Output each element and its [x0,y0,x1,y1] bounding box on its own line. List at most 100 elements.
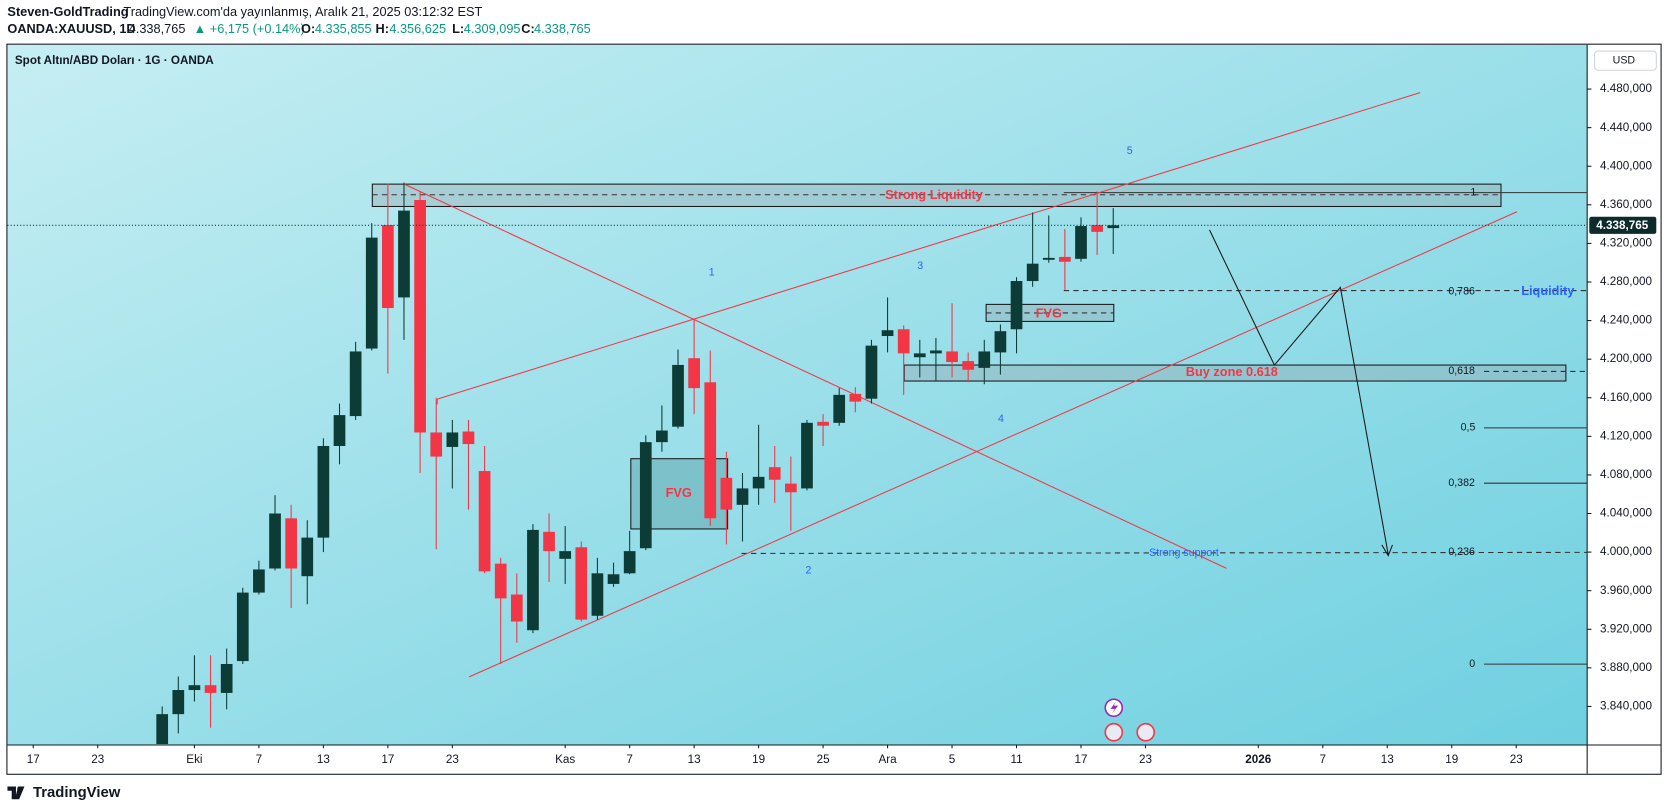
candle-body [639,442,652,549]
y-tick-label: 4.400,000 [1600,159,1652,172]
y-tick-label: 4.320,000 [1600,237,1652,250]
candle-body [946,351,958,363]
candle-body [527,529,539,631]
candle-body [220,663,233,693]
x-tick-label: 17 [381,753,394,766]
annotation: Strong support [1149,547,1219,559]
ohlc-label: H: [376,21,389,36]
candle-body [575,547,588,620]
candle-body [317,445,330,538]
candle-body [382,225,394,309]
ohlc-label: O: [301,21,315,36]
chart-title: Spot Altın/ABD Doları · 1G · OANDA [15,54,214,67]
candle-body [559,551,572,559]
fib-label: 0,786 [1448,285,1475,297]
candle-body [978,351,991,368]
y-tick-label: 4.080,000 [1600,468,1652,481]
annotation: FVG [1036,305,1062,320]
x-tick-label: 5 [949,753,956,766]
candle-body [236,592,249,662]
candle-body [623,551,636,574]
candle-body [446,432,459,447]
wave-label: 2 [806,564,812,576]
candle-body [253,569,265,593]
frame [6,43,1662,775]
price-axis [1587,44,1661,746]
annotation: Liquidity [1521,283,1575,298]
candle-body [672,364,684,427]
support-line [741,551,1588,554]
candle-body [414,200,426,433]
annotation: Buy zone 0.618 [1186,364,1278,379]
candle-body [768,467,781,480]
x-tick-label: Kas [555,753,575,766]
time-axis [7,745,1661,774]
candle-body [1091,225,1103,232]
change: ▲ +6,175 (+0.14%) [194,21,305,36]
ohlc-value: 4.335,855 [315,21,372,36]
x-tick-label: 23 [1139,753,1152,766]
x-tick-label: 17 [27,753,40,766]
projection-path [1209,229,1389,555]
currency: USD [1613,54,1636,66]
wave-label: 4 [998,413,1004,425]
symbol: OANDA:XAUUSD, 1D [7,21,135,36]
candle-body [801,422,813,489]
wave-label: 5 [1127,145,1133,157]
x-tick-label: 23 [91,753,104,766]
fib-label: 0,5 [1461,422,1476,434]
ohlc-label: C: [521,21,534,36]
currency-button[interactable] [1594,50,1657,71]
x-tick-label: 23 [446,753,459,766]
fib-label: 0,618 [1448,365,1475,377]
event-icon[interactable] [1104,722,1124,742]
candle-body [1042,257,1055,260]
fib-label: 1 [1470,186,1476,198]
candle-body [543,531,555,552]
event-icon[interactable] [1136,722,1155,742]
x-tick-label: 7 [1320,753,1327,766]
y-tick-label: 4.200,000 [1600,352,1652,365]
candle-body [736,488,749,505]
y-tick-label: 4.160,000 [1600,391,1652,404]
candle-body [269,513,281,569]
last: 4.338,765 [129,21,186,36]
trend-line [437,92,1421,400]
fib-label: 0,236 [1448,546,1475,558]
candle-body [301,537,314,577]
candle-body [1026,263,1039,282]
x-tick-label: Ara [878,753,897,766]
ohlc-label: L: [452,21,464,36]
candle-body [930,350,942,354]
x-tick-label: 25 [817,753,830,766]
trend-line [468,211,1518,678]
candle-body [349,351,362,417]
y-tick-label: 4.120,000 [1600,429,1652,442]
candle-body [462,431,475,445]
candle-body [510,594,523,622]
candle-body [656,430,668,443]
candle-body [994,331,1007,353]
ohlc-value: 4.338,765 [534,21,591,36]
candle-body [591,573,604,616]
last-price-tag [1589,216,1657,234]
x-tick-label: 11 [1010,753,1022,766]
y-tick-label: 4.360,000 [1600,198,1652,211]
candle-body [704,382,717,519]
last-price-label: 4.338,765 [1596,219,1648,232]
x-tick-label: 13 [1381,753,1394,766]
candle-body [204,685,217,693]
brand: TradingView [33,785,121,801]
candle-body [785,483,797,493]
y-tick-label: 3.840,000 [1600,700,1652,713]
x-tick-label: 2026 [1245,753,1271,766]
trend-line [404,183,1227,569]
candle-body [1075,226,1087,259]
wave-label: 3 [917,260,923,272]
y-tick-label: 3.960,000 [1600,584,1652,597]
x-tick-label: 13 [688,753,701,766]
y-tick-label: 3.880,000 [1600,661,1652,674]
y-tick-label: 4.440,000 [1600,121,1652,134]
annotation: Strong Liquidity [885,187,984,202]
